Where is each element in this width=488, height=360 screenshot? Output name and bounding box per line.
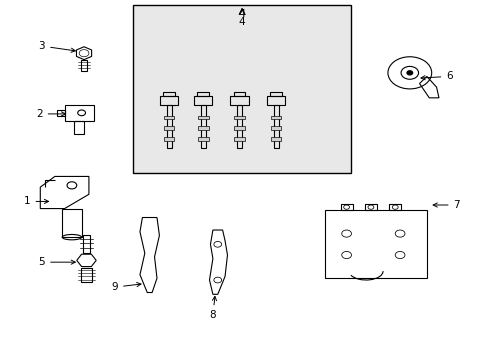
Polygon shape	[234, 137, 244, 141]
Polygon shape	[270, 126, 281, 130]
Polygon shape	[234, 126, 244, 130]
Text: 4: 4	[238, 17, 245, 27]
Polygon shape	[198, 137, 208, 141]
Text: 4: 4	[238, 9, 245, 19]
Text: 7: 7	[432, 200, 459, 210]
Text: 9: 9	[111, 282, 141, 292]
Text: 3: 3	[39, 41, 75, 52]
Polygon shape	[163, 137, 174, 141]
Polygon shape	[198, 116, 208, 119]
Text: 1: 1	[24, 197, 48, 206]
Polygon shape	[163, 116, 174, 119]
Circle shape	[406, 71, 412, 75]
Polygon shape	[270, 116, 281, 119]
Polygon shape	[198, 126, 208, 130]
Text: 5: 5	[39, 257, 75, 267]
Text: 2: 2	[36, 109, 65, 119]
Polygon shape	[270, 137, 281, 141]
Polygon shape	[234, 116, 244, 119]
FancyBboxPatch shape	[132, 5, 351, 173]
Text: 6: 6	[420, 71, 452, 81]
Polygon shape	[163, 126, 174, 130]
Text: 8: 8	[209, 296, 216, 320]
